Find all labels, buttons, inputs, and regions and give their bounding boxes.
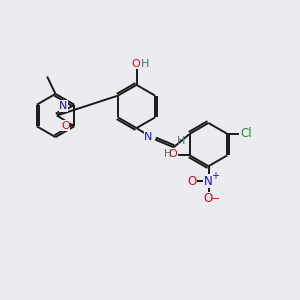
Text: Cl: Cl (241, 127, 252, 140)
Text: O: O (169, 149, 177, 159)
Text: O: O (61, 121, 70, 131)
Text: O: O (204, 192, 213, 206)
Text: O: O (131, 59, 140, 69)
Text: +: + (211, 171, 219, 182)
Text: −: − (210, 194, 220, 204)
Text: N: N (204, 175, 213, 188)
Text: N: N (59, 101, 68, 111)
Text: O: O (187, 175, 196, 188)
Text: H: H (164, 149, 172, 159)
Text: H: H (141, 59, 149, 69)
Text: N: N (144, 132, 153, 142)
Text: H: H (177, 136, 185, 146)
